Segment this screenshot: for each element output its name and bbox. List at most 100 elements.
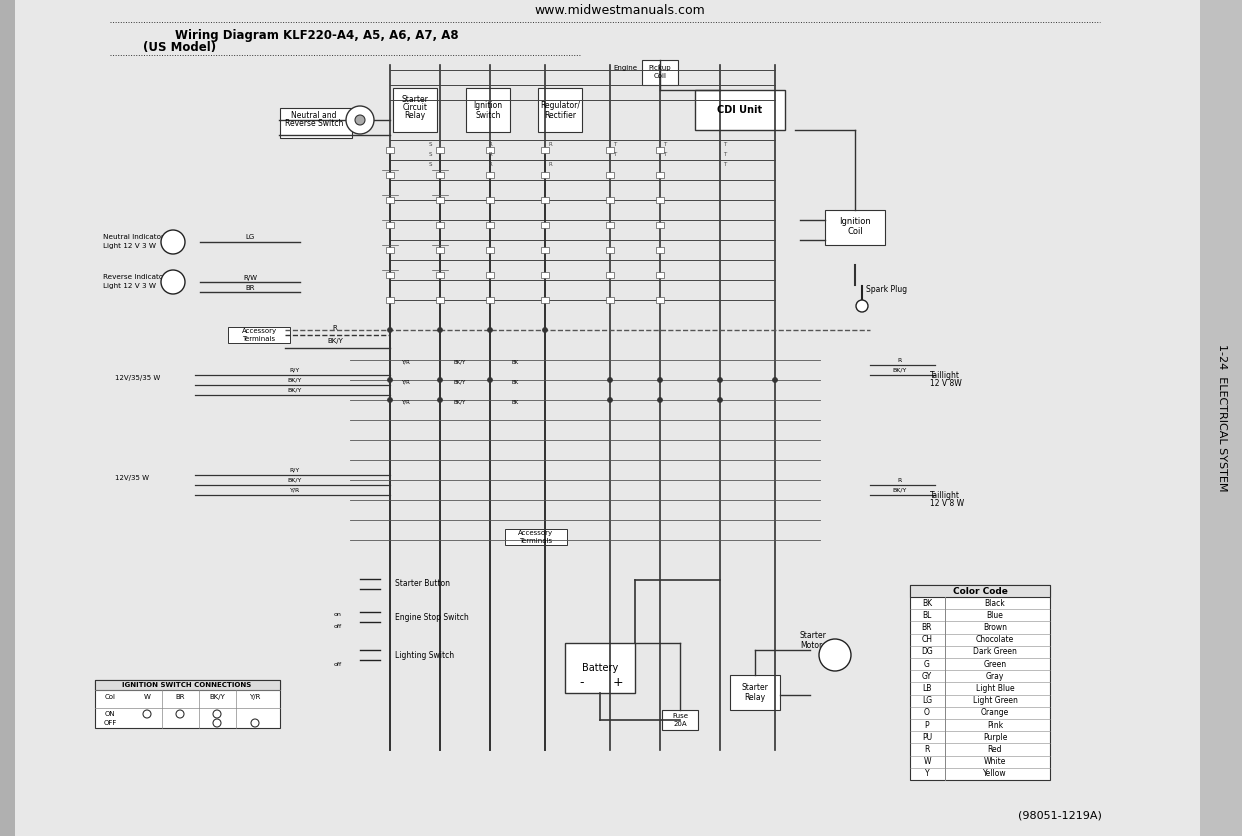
- Text: G: G: [924, 660, 930, 669]
- Text: Reverse Switch: Reverse Switch: [284, 120, 343, 129]
- Text: Relay: Relay: [744, 692, 765, 701]
- Bar: [436, 297, 443, 303]
- Circle shape: [607, 378, 612, 383]
- Bar: [542, 172, 549, 178]
- Text: GY: GY: [922, 672, 932, 681]
- Circle shape: [437, 328, 442, 333]
- Text: Purple: Purple: [982, 733, 1007, 742]
- Text: Green: Green: [984, 660, 1006, 669]
- Text: W: W: [144, 694, 150, 700]
- Text: W: W: [923, 757, 930, 767]
- Text: LG: LG: [246, 234, 255, 240]
- Text: Gray: Gray: [986, 672, 1005, 681]
- Text: S: S: [428, 142, 432, 147]
- Text: Orange: Orange: [981, 708, 1009, 717]
- Text: R/Y: R/Y: [289, 368, 301, 373]
- Bar: [386, 222, 394, 228]
- Bar: [656, 197, 664, 203]
- Bar: [505, 529, 568, 545]
- Text: BK/Y: BK/Y: [893, 368, 907, 373]
- Circle shape: [856, 300, 868, 312]
- Bar: [538, 88, 582, 132]
- Bar: [486, 297, 494, 303]
- Bar: [656, 147, 664, 153]
- Text: T: T: [614, 152, 616, 157]
- Circle shape: [718, 397, 723, 402]
- Text: Starter: Starter: [800, 630, 827, 640]
- Text: BK/Y: BK/Y: [893, 487, 907, 492]
- Bar: [0, 0, 15, 836]
- Text: Engine: Engine: [614, 65, 637, 71]
- Bar: [606, 272, 614, 278]
- Bar: [565, 643, 635, 693]
- Text: Red: Red: [987, 745, 1002, 754]
- Text: Accessory: Accessory: [241, 328, 277, 334]
- Text: R/Y: R/Y: [289, 467, 301, 472]
- Text: BR: BR: [175, 694, 185, 700]
- Text: BK: BK: [922, 599, 932, 608]
- Circle shape: [388, 397, 392, 402]
- Circle shape: [161, 270, 185, 294]
- Bar: [642, 60, 678, 85]
- Text: Starter Button: Starter Button: [395, 579, 450, 589]
- Text: DG: DG: [922, 647, 933, 656]
- Text: Neutral and: Neutral and: [292, 110, 337, 120]
- Text: S: S: [428, 162, 432, 167]
- Bar: [94, 680, 279, 728]
- Circle shape: [488, 328, 493, 333]
- Polygon shape: [891, 480, 930, 520]
- Text: OFF: OFF: [103, 720, 117, 726]
- Text: Y/R: Y/R: [250, 694, 261, 700]
- Text: R: R: [898, 358, 902, 363]
- Circle shape: [388, 328, 392, 333]
- Text: BR: BR: [922, 623, 933, 632]
- Circle shape: [161, 230, 185, 254]
- Text: Color Code: Color Code: [953, 587, 1007, 595]
- Text: R: R: [548, 142, 551, 147]
- Text: Starter: Starter: [401, 95, 428, 104]
- Text: Chocolate: Chocolate: [976, 635, 1015, 645]
- Text: Engine Stop Switch: Engine Stop Switch: [395, 613, 468, 621]
- Bar: [392, 88, 437, 132]
- Text: Regulator/: Regulator/: [540, 100, 580, 110]
- Text: T: T: [723, 152, 727, 157]
- Bar: [656, 222, 664, 228]
- Bar: [542, 247, 549, 253]
- Circle shape: [347, 106, 374, 134]
- Text: BK: BK: [512, 380, 519, 385]
- Bar: [386, 147, 394, 153]
- Polygon shape: [891, 360, 930, 400]
- Circle shape: [818, 639, 851, 671]
- Text: BK/Y: BK/Y: [288, 477, 302, 482]
- Text: 1-24  ELECTRICAL SYSTEM: 1-24 ELECTRICAL SYSTEM: [1217, 344, 1227, 492]
- Text: 20A: 20A: [673, 721, 687, 727]
- Text: T: T: [663, 142, 667, 147]
- Bar: [542, 147, 549, 153]
- Text: Blue: Blue: [986, 611, 1004, 619]
- Text: Switch: Switch: [476, 110, 501, 120]
- Text: R: R: [898, 477, 902, 482]
- Text: www.midwestmanuals.com: www.midwestmanuals.com: [534, 3, 705, 17]
- Text: R/W: R/W: [243, 275, 257, 281]
- Text: Y: Y: [925, 769, 929, 778]
- Bar: [436, 147, 443, 153]
- Circle shape: [718, 378, 723, 383]
- Bar: [910, 585, 1049, 597]
- Text: Rectifier: Rectifier: [544, 110, 576, 120]
- Text: BR: BR: [245, 285, 255, 291]
- Text: CDI Unit: CDI Unit: [718, 105, 763, 115]
- Text: R: R: [488, 152, 492, 157]
- Text: BK/Y: BK/Y: [453, 359, 466, 364]
- Text: BK/Y: BK/Y: [209, 694, 225, 700]
- Text: O: O: [924, 708, 930, 717]
- Bar: [910, 585, 1049, 780]
- Polygon shape: [150, 470, 190, 510]
- Text: T: T: [663, 152, 667, 157]
- Text: BK/Y: BK/Y: [453, 380, 466, 385]
- Circle shape: [773, 378, 777, 383]
- Circle shape: [437, 378, 442, 383]
- Text: R: R: [333, 325, 338, 331]
- Text: Reverse Indicator: Reverse Indicator: [103, 274, 166, 280]
- Bar: [436, 222, 443, 228]
- Polygon shape: [150, 370, 190, 410]
